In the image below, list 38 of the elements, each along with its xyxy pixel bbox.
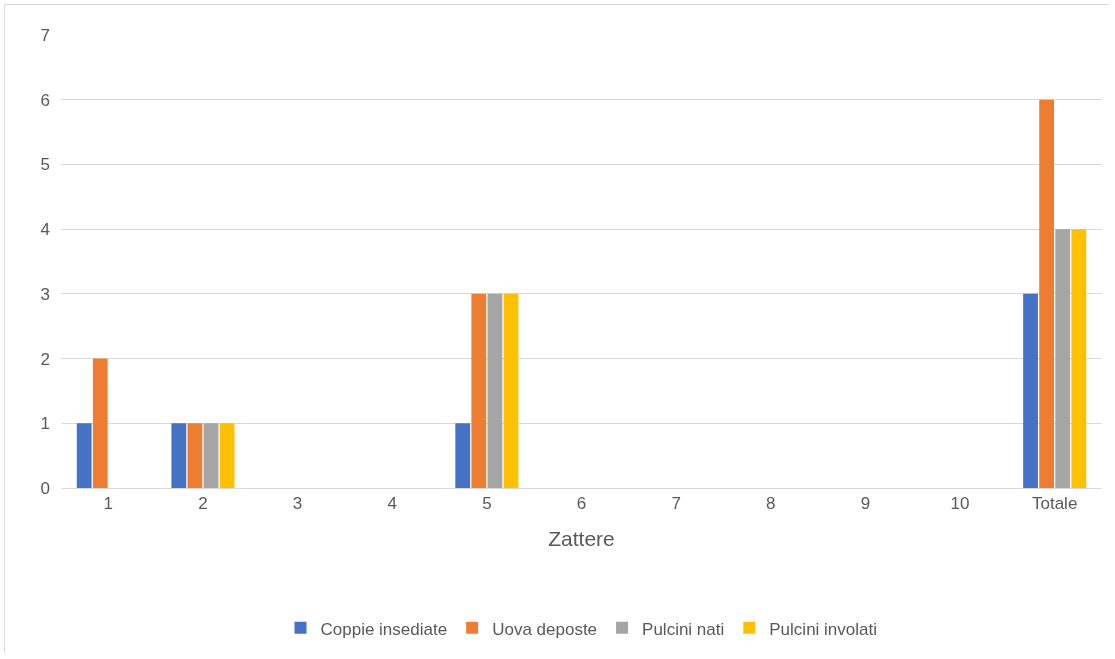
bar xyxy=(1023,293,1038,488)
x-tick-label: 4 xyxy=(387,494,397,514)
bar xyxy=(471,293,487,488)
legend-label: Uova deposte xyxy=(492,619,598,639)
bar xyxy=(92,358,108,488)
bar xyxy=(503,293,519,488)
x-tick-label: 6 xyxy=(576,494,587,514)
y-tick-label: 0 xyxy=(40,478,50,498)
bar xyxy=(1039,99,1055,488)
bar xyxy=(187,423,203,488)
bar xyxy=(455,423,471,488)
legend-label: Pulcini nati xyxy=(642,619,725,639)
x-tick-label: 10 xyxy=(950,494,970,514)
bar xyxy=(487,293,503,488)
bar xyxy=(219,423,235,488)
x-tick-label: 5 xyxy=(482,494,492,514)
y-tick-label: 1 xyxy=(40,414,50,434)
bar xyxy=(203,423,219,488)
x-tick-label: 2 xyxy=(198,494,208,514)
y-tick-label: 2 xyxy=(40,349,50,369)
bar xyxy=(171,423,187,488)
y-tick-label: 7 xyxy=(40,25,50,45)
x-tick-label: Totale xyxy=(1031,494,1078,514)
x-tick-label: 7 xyxy=(671,494,681,514)
x-tick-label: 3 xyxy=(292,494,303,514)
x-axis-title: Zattere xyxy=(548,526,615,550)
x-tick-label: 8 xyxy=(766,494,776,514)
x-tick-label: 9 xyxy=(860,494,871,514)
legend-label: Pulcini involati xyxy=(769,619,878,639)
x-tick-label: 1 xyxy=(103,494,114,514)
y-tick-label: 6 xyxy=(40,90,50,110)
y-tick-label: 3 xyxy=(40,284,50,304)
bar xyxy=(76,423,92,488)
y-tick-label: 5 xyxy=(40,155,50,175)
bar xyxy=(1055,229,1071,488)
bar xyxy=(1071,229,1087,488)
y-tick-label: 4 xyxy=(40,220,50,240)
legend-label: Coppie insediate xyxy=(320,619,448,639)
